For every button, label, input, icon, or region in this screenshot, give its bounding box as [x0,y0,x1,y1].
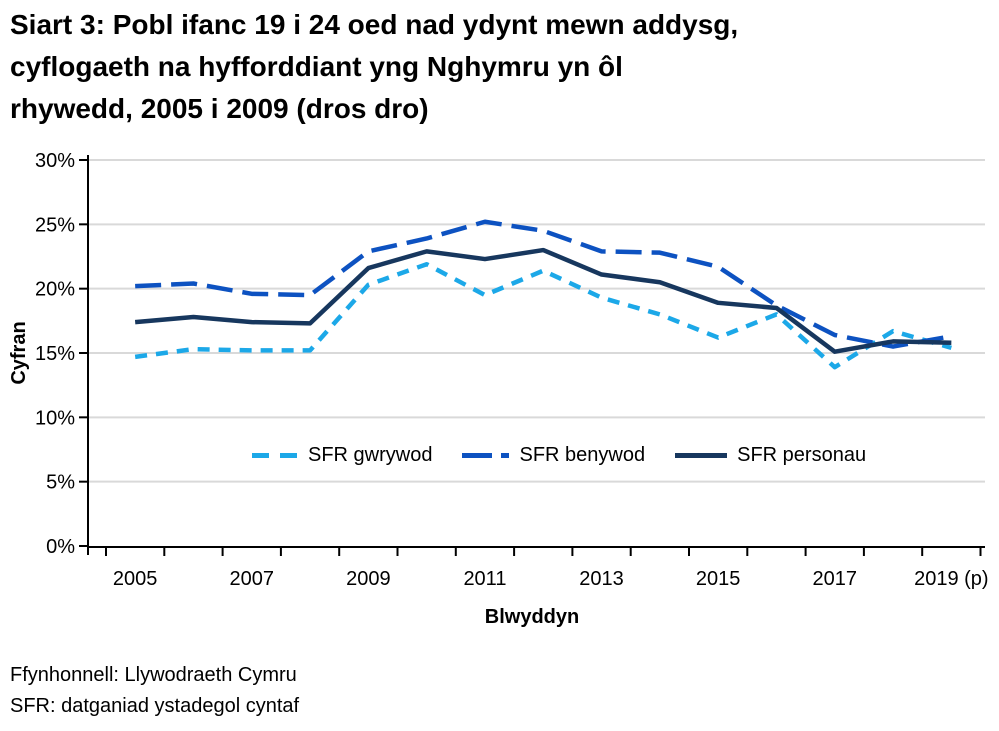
x-axis-title: Blwyddyn [485,606,579,628]
footer-source: Ffynhonnell: Llywodraeth Cymru [10,664,297,686]
legend-label-personau: SFR personau [737,444,867,466]
y-tick-label-30%: 30% [35,150,75,172]
legend-item-gwrywod: SFR gwrywod [252,444,432,467]
chart-legend: SFR gwrywod SFR benywod SFR personau [252,444,866,467]
x-tick-label-2019 (p): 2019 (p) [914,568,989,590]
legend-label-gwrywod: SFR gwrywod [308,444,433,466]
legend-swatch-gwrywod-dashed-line-icon [252,453,298,458]
legend-label-benywod: SFR benywod [519,444,646,466]
y-tick-label-20%: 20% [35,279,75,301]
x-tick-label-2015: 2015 [696,568,741,590]
series-line-sfr-benywod [135,219,952,349]
y-tick-label-25%: 25% [35,214,75,236]
chart-title-line-3: rhywedd, 2005 i 2009 (dros dro) [10,93,429,124]
chart-title-line-1: Siart 3: Pobl ifanc 19 i 24 oed nad ydyn… [10,9,739,40]
footer-note: SFR: datganiad ystadegol cyntaf [10,695,300,717]
legend-item-benywod: SFR benywod [462,444,645,467]
y-tick-label-0%: 0% [46,536,75,558]
chart-title-line-2: cyflogaeth na hyfforddiant yng Nghymru y… [10,51,623,82]
chart-title: Siart 3: Pobl ifanc 19 i 24 oed nad ydyn… [10,4,870,130]
x-tick-label-2011: 2011 [463,568,506,590]
x-tick-label-2007: 2007 [230,568,275,590]
y-tick-label-5%: 5% [46,472,75,494]
x-tick-label-2017: 2017 [813,568,858,590]
legend-swatch-personau-solid-line-icon [675,453,728,458]
series-line-sfr-gwrywod [134,261,952,370]
y-tick-label-15%: 15% [35,343,75,365]
legend-swatch-benywod-dashed-line-icon [462,453,510,458]
x-tick-label-2013: 2013 [579,568,624,590]
chart-footer: Ffynhonnell: Llywodraeth Cymru SFR: datg… [10,660,299,722]
series-line-sfr-personau [134,247,952,354]
legend-item-personau: SFR personau [675,444,866,467]
y-tick-label-10%: 10% [35,407,75,429]
y-axis-title: Cyfran [8,321,30,384]
x-tick-label-2005: 2005 [113,568,158,590]
x-tick-label-2009: 2009 [346,568,391,590]
